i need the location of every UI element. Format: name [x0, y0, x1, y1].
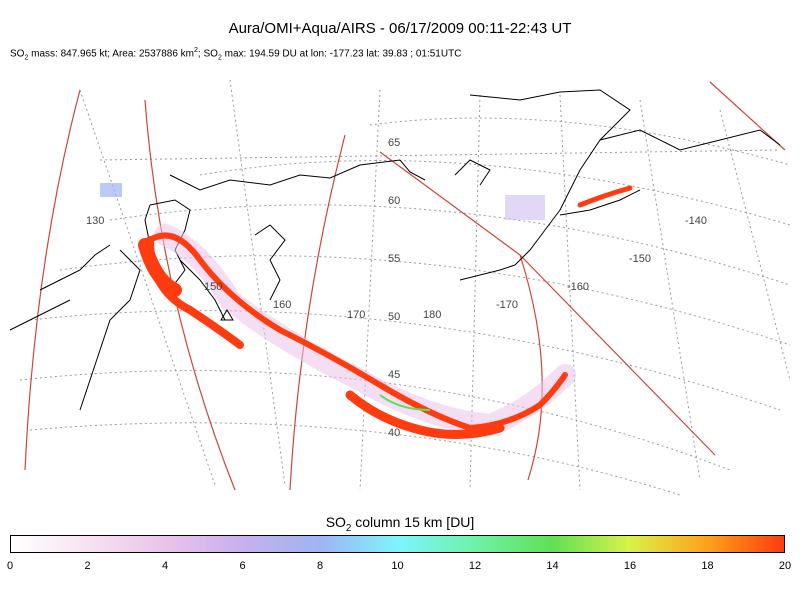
lat-label-45: 45 — [388, 369, 400, 381]
colorbar-tick: 6 — [239, 560, 246, 572]
colorbar-title-prefix: SO — [325, 514, 346, 530]
stats-mass-text: mass: 847.965 kt; Area: 2537886 km — [28, 48, 195, 60]
lon-label-150: 150 — [204, 281, 222, 293]
colorbar-tick: 4 — [161, 560, 169, 572]
colorbar-tick: 2 — [84, 560, 91, 572]
colorbar — [10, 535, 785, 553]
colorbar-title-sub: 2 — [345, 522, 352, 534]
stats-max-sub: 2 — [217, 54, 222, 62]
lat-label-60: 60 — [388, 195, 400, 207]
colorbar-title: SO2 column 15 km [DU] — [0, 514, 800, 534]
lat-label-50: 50 — [388, 311, 400, 323]
stats-area-sup: 2 — [194, 47, 198, 54]
colorbar-ticks: 0 2 4 6 8 10 12 14 16 18 20 — [6, 560, 791, 576]
longitude-labels: 130 150 160 170 180 -170 -160 -150 -140 — [86, 215, 707, 321]
colorbar-tick: 10 — [391, 560, 404, 572]
lon-label-minus-160: -160 — [567, 281, 589, 293]
lon-label-130: 130 — [86, 215, 104, 227]
lon-label-170: 170 — [347, 309, 365, 321]
lon-label-minus-150: -150 — [629, 253, 651, 265]
lat-label-55: 55 — [388, 253, 400, 265]
colorbar-tick: 8 — [316, 560, 324, 572]
colorbar-title-text: column 15 km [DU] — [351, 514, 475, 530]
polar-map: 65 60 55 50 45 40 130 150 160 170 180 -1… — [9, 79, 791, 496]
lon-label-minus-140: -140 — [685, 215, 707, 227]
colorbar-tick: 14 — [546, 560, 559, 572]
lon-label-minus-170: -170 — [496, 299, 518, 311]
stats-max-prefix: ; SO — [197, 48, 218, 60]
colorbar-tick: 16 — [623, 560, 637, 572]
so2-plume — [100, 183, 633, 439]
lat-label-40: 40 — [388, 427, 400, 439]
lon-label-180: 180 — [423, 309, 441, 321]
colorbar-tick: 18 — [701, 560, 714, 572]
latitude-grid — [19, 117, 791, 496]
stats-max-text: max: 194.59 DU at lon: -177.23 lat: 39.8… — [221, 48, 462, 60]
colorbar-tick: 12 — [468, 560, 482, 572]
stats-mass-sub: 2 — [24, 54, 29, 62]
lat-label-65: 65 — [388, 137, 400, 149]
stats-mass-prefix: SO — [10, 48, 25, 60]
lon-label-160: 160 — [273, 299, 291, 311]
colorbar-tick: 0 — [6, 560, 14, 572]
coastlines — [9, 89, 781, 411]
longitude-grid — [79, 79, 791, 491]
latitude-labels: 65 60 55 50 45 40 — [388, 137, 400, 439]
map-title: Aura/OMI+Aqua/AIRS - 06/17/2009 00:11-22… — [228, 20, 572, 37]
so2-stats-line: SO2 mass: 847.965 kt; Area: 2537886 km2;… — [10, 47, 461, 61]
colorbar-tick: 20 — [778, 560, 792, 572]
